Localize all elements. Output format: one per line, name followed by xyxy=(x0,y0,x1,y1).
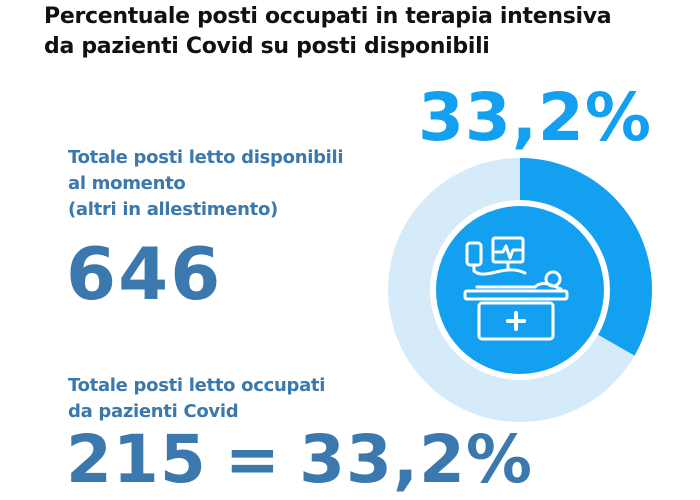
occupied-percent: 33,2% xyxy=(299,421,534,498)
occupied-beds-value: 215 xyxy=(66,421,207,498)
highlight-percent: 33,2% xyxy=(418,79,652,156)
hospital-bed-icon xyxy=(463,236,569,341)
title-line-2: da pazienti Covid su posti disponibili xyxy=(44,34,490,59)
occupied-label-line-1: Totale posti letto occupati xyxy=(68,375,326,396)
available-label-line-3: (altri in allestimento) xyxy=(68,199,278,220)
occupied-beds-label: Totale posti letto occupati da pazienti … xyxy=(68,373,325,425)
available-beds-label: Totale posti letto disponibili al moment… xyxy=(68,145,344,223)
occupied-label-line-2: da pazienti Covid xyxy=(68,401,239,422)
available-label-line-1: Totale posti letto disponibili xyxy=(68,147,344,168)
available-label-line-2: al momento xyxy=(68,173,186,194)
title-line-1: Percentuale posti occupati in terapia in… xyxy=(44,4,612,29)
donut-chart xyxy=(388,158,652,422)
available-beds-value: 646 xyxy=(66,232,223,316)
equals-sign: = xyxy=(224,421,282,498)
chart-title: Percentuale posti occupati in terapia in… xyxy=(44,2,684,62)
occupied-equation: 215 = 33,2% xyxy=(66,420,533,500)
